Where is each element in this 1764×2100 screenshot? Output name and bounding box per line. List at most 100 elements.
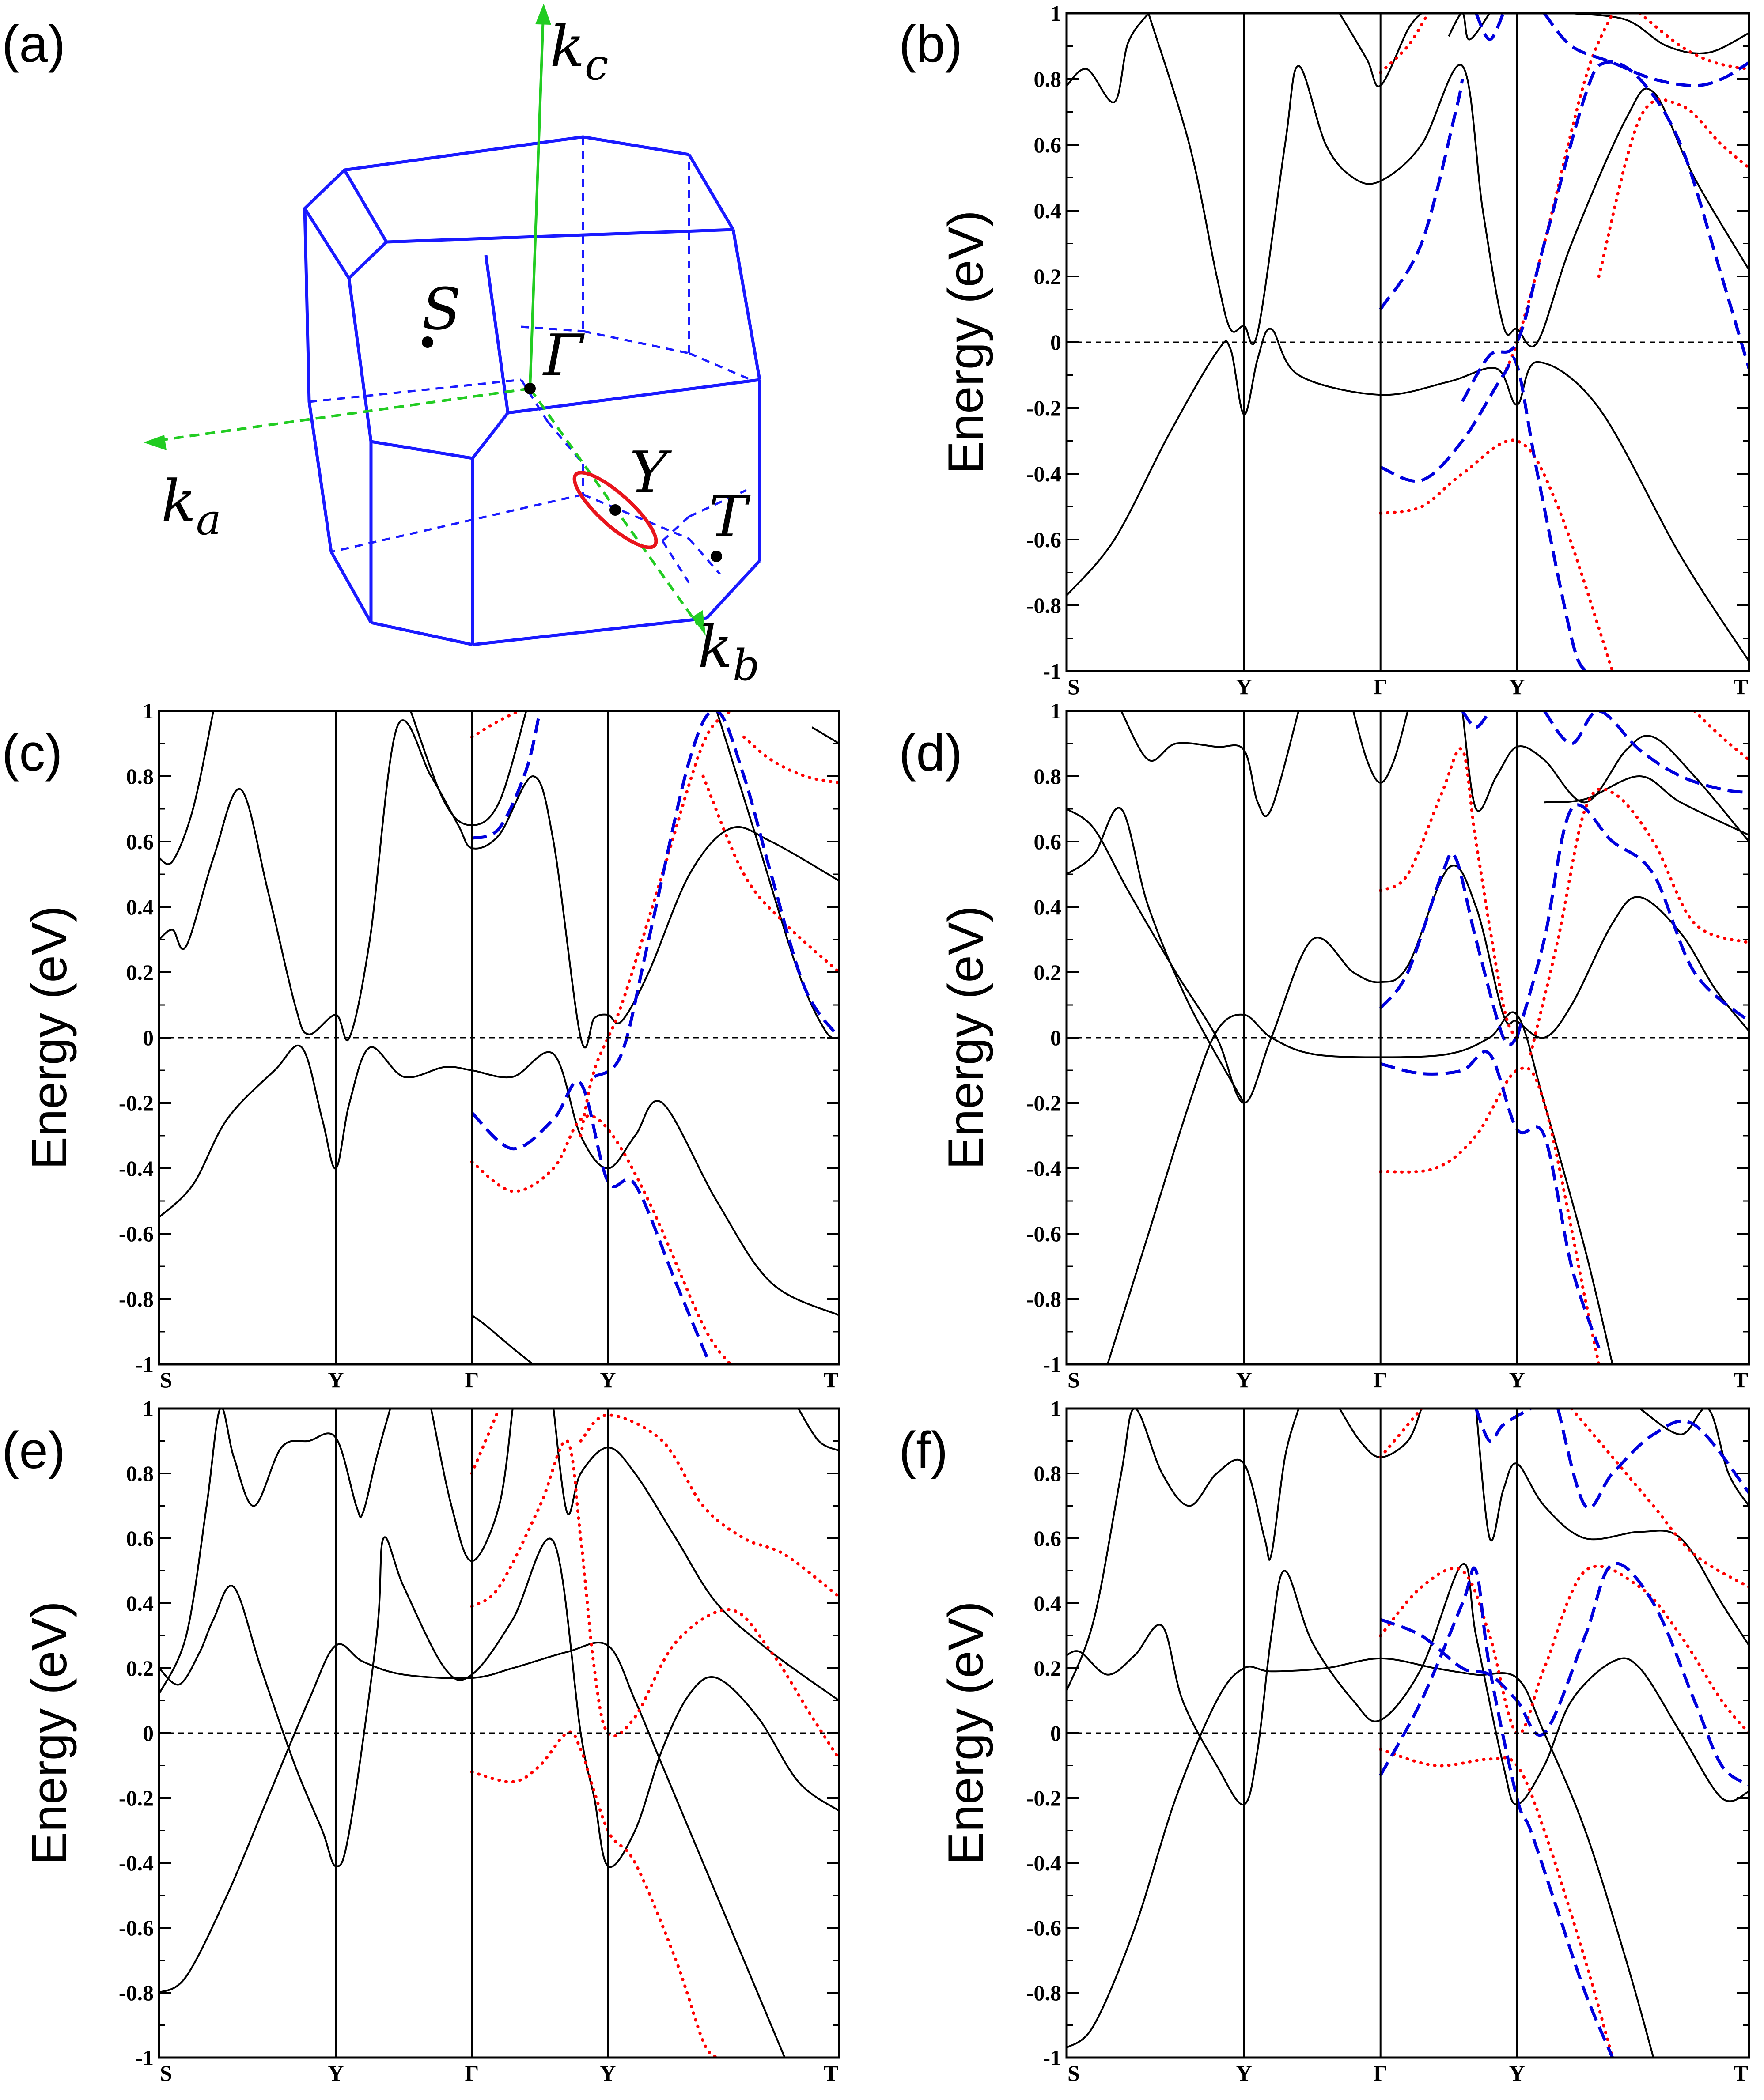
panel-c-kpoint-label-4: T [824,1367,838,1392]
axis-label-kb: kb [698,613,760,690]
panel-c-black-6-band [471,1314,534,1364]
axis-label-ka: ka [161,468,221,544]
panel-b-kpoint-label-1: Y [1236,674,1252,699]
panel-b-kpoint-label-2: Γ [1374,674,1388,699]
panel-label-a: (a) [2,15,65,73]
panel-c-red-2-band [470,711,521,739]
panel-c-blue-1-band [470,1080,712,1364]
panel-c-black-5-band [715,711,839,1039]
axis-label-kc: kc [550,13,609,90]
panel-d-ytick-label-1: 0.8 [1034,764,1062,789]
axis-kb-sub: b [733,641,760,690]
panel-e-ytick-label-4: 0.2 [126,1656,154,1681]
panel-label-c: (c) [2,724,63,782]
panel-d-black-4-band [1120,711,1300,817]
panel-a-brillouin-zone: (a) [2,4,761,690]
panel-b-ylabel: Energy (eV) [938,210,993,474]
panel-b-kpoint-label-0: S [1067,674,1080,699]
panel-e-bands: (e) 1 0.8 0.6 0.4 0.2 0 -0.2 -0.4 -0.6 -0.8 -1S Y Γ Y… [2,1396,840,2085]
panel-d-blue-5-band [1543,711,1749,794]
panel-e-ytick-label-5: 0 [143,1721,154,1745]
panel-c-bands: (c) 1 0.8 0.6 0.4 0.2 0 -0.2 -0.4 -0.6 -0.8 -1S Y Γ Y… [2,699,840,1392]
panel-f-blue-3-band [1474,1409,1532,1443]
panel-b-black-5-band [1448,13,1491,41]
panel-b-ytick-label-8: -0.6 [1026,527,1061,552]
panel-f-ytick-label-1: 0.8 [1034,1461,1062,1486]
panel-f-red-4-band [1570,1409,1749,1589]
panel-c-ytick-label-6: -0.2 [119,1091,154,1115]
panel-e-ytick-label-9: -0.8 [119,1980,154,2005]
panel-label-b: (b) [899,15,962,73]
panel-d-red-4-band [1692,711,1749,762]
panel-b-ytick-label-3: 0.4 [1034,198,1062,223]
panel-b-red-4-band [1597,98,1749,278]
panel-b-ytick-label-4: 0.2 [1034,264,1062,289]
panel-e-ytick-label-10: -1 [135,2045,154,2070]
panel-f-red-1-band [1379,1748,1614,2058]
panel-b-ytick-label-1: 0.8 [1034,67,1062,91]
bz-point-y-marker [609,504,621,516]
panel-e-kpoint-label-2: Γ [465,2061,479,2085]
panel-e-black-6-band [797,1409,839,1452]
panel-b-red-1-band [1379,438,1614,671]
axis-kb-main: k [698,613,733,680]
panel-d-kpoint-label-0: S [1067,1367,1080,1392]
panel-f-kpoint-label-2: Γ [1374,2061,1388,2085]
panel-c-blue-2-band [471,711,541,840]
panel-f-ytick-label-4: 0.2 [1034,1656,1062,1681]
panel-c-ytick-label-10: -1 [135,1352,154,1377]
panel-c-ytick-label-8: -0.6 [119,1221,154,1246]
panel-c-kpoint-label-3: Y [600,1367,616,1392]
panel-f-black-5-band [1475,1409,1749,1646]
panel-b-red-3-band [1502,13,1614,377]
panel-e-black-5-band [553,1409,839,1702]
panel-c-ytick-label-2: 0.6 [126,829,154,854]
panel-c-kpoint-label-0: S [160,1367,172,1392]
panel-d-red-1-band [1379,1066,1601,1364]
bz-point-y-label: Y [629,439,672,506]
panel-d-ytick-label-0: 1 [1050,699,1061,723]
axis-ka-sub: a [196,495,221,544]
bz-axis-arrowheads [144,4,706,636]
panel-d-ytick-label-10: -1 [1043,1352,1061,1377]
panel-b-kpoint-label-4: T [1734,674,1748,699]
bz-point-s-label: S [422,276,461,343]
panel-e-ylabel: Energy (eV) [22,1601,77,1865]
panel-c-red-4-band [742,735,839,785]
panel-d-black-3-band [1067,807,1245,1103]
bz-visible-edges [303,135,761,646]
bz-point-t-marker [711,551,722,562]
panel-e-kpoint-label-1: Y [328,2061,344,2085]
axis-ka-main: k [161,468,196,535]
panel-c-kpoint-label-2: Γ [465,1367,479,1392]
panel-c-ytick-label-5: 0 [143,1025,154,1050]
panel-f-ytick-label-6: -0.2 [1026,1786,1061,1810]
panel-b-red-5-band [1638,13,1749,71]
panel-d-black-6-band [1461,711,1749,842]
panel-b-black-3-band [1067,13,1150,103]
panel-b-blue-5-band [1543,13,1749,87]
panel-f-ytick-label-0: 1 [1050,1396,1061,1421]
panel-e-red-2-band [470,1439,839,1761]
panel-d-ytick-label-7: -0.4 [1026,1156,1061,1181]
panel-f-red-2-band [1379,1564,1749,1735]
panel-f-ytick-label-2: 0.6 [1034,1526,1062,1551]
panel-b-blue-4-band [1474,13,1505,42]
panel-d-ytick-label-6: -0.2 [1026,1091,1061,1115]
axis-kc-main: k [550,13,585,80]
panel-f-black-1-band [1067,1657,1654,2058]
panel-f-kpoint-label-0: S [1067,2061,1080,2085]
bz-point-s-marker [422,336,433,348]
panel-e-ytick-label-3: 0.4 [126,1591,154,1616]
axis-kc-sub: c [585,40,609,90]
panel-c-red-1-band [470,1114,732,1364]
panel-e-red-3-band [470,1409,501,1475]
panel-c-ytick-label-9: -0.8 [119,1287,154,1311]
panel-c-ytick-label-3: 0.4 [126,895,154,919]
panel-f-kpoint-label-1: Y [1236,2061,1252,2085]
panel-e-ytick-label-7: -0.4 [119,1851,154,1875]
panel-b-bands: (b) 1 0.8 0.6 0.4 0.2 0 -0.2 -0.4 -0.6 -0.8 -1S Y Γ Y… [899,1,1750,699]
panel-f-kpoint-label-3: Y [1509,2061,1525,2085]
panel-c-red-3-band [579,711,732,1137]
